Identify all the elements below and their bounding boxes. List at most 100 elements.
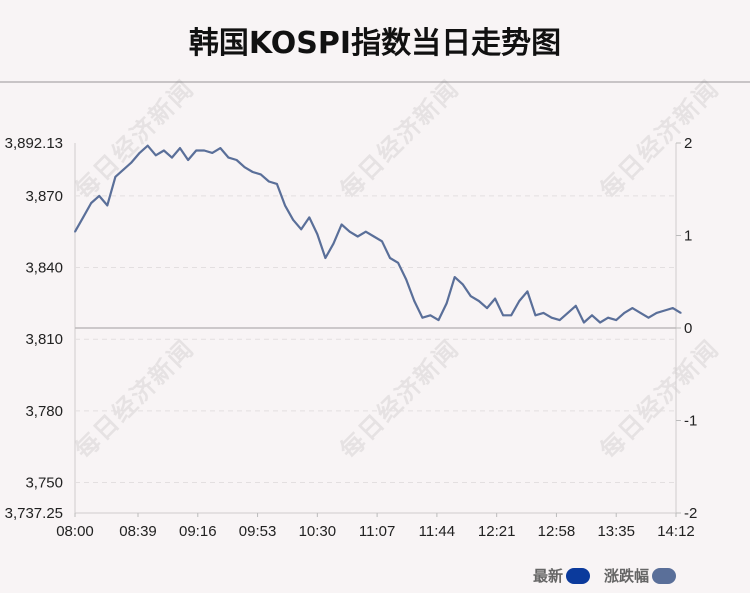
data-point [397,261,399,264]
data-point [243,166,246,169]
data-point [356,235,359,238]
data-point [574,304,577,307]
data-point [558,319,561,321]
data-point [74,230,76,233]
data-point [583,321,585,324]
y-tick-label-right: -2 [684,505,697,522]
data-point [340,223,343,226]
data-point [599,321,601,324]
data-point [405,278,408,281]
x-tick-label: 14:12 [657,523,695,540]
data-point [502,314,504,317]
data-point [639,312,642,314]
data-point [292,218,294,221]
data-point [566,312,569,314]
data-point [671,307,674,309]
data-point [445,302,448,305]
chart-title: 韩国KOSPI指数当日走势图 [188,26,562,61]
y-tick-label-left: 3,810 [25,331,63,348]
legend-item-latest[interactable]: 最新 [533,565,591,586]
data-point [679,312,682,314]
data-point [138,152,141,154]
x-tick-label: 12:21 [478,523,516,540]
data-point [550,316,553,319]
data-point [268,180,270,183]
x-tick-label: 12:58 [538,523,576,540]
data-point [219,147,222,150]
data-point [259,173,262,176]
y-tick-label-right: 2 [684,135,692,152]
data-point [655,312,658,314]
data-point [130,161,133,164]
x-tick-label: 09:16 [179,523,217,540]
data-point [647,316,650,319]
data-point [122,168,125,171]
data-point [486,307,488,309]
data-point [195,149,198,152]
data-point [453,276,456,278]
data-point [324,257,327,259]
data-point [276,183,278,185]
data-point [348,230,351,233]
data-point [469,295,472,298]
data-point [284,204,286,207]
x-tick-label: 10:30 [299,523,337,540]
data-point [251,171,254,173]
data-point [478,300,480,302]
x-tick-label: 08:39 [119,523,157,540]
legend-label-change: 涨跌幅 [604,567,650,585]
data-point [187,159,190,161]
data-point [179,147,181,150]
data-point [429,314,432,317]
data-point [114,175,117,178]
y-tick-label-left: 3,892.13 [5,135,63,152]
legend: 最新 涨跌幅 [533,565,690,586]
data-point [106,204,109,207]
y-tick-label-right: -1 [684,413,697,430]
data-point [316,233,319,236]
legend-swatch-latest [566,567,591,584]
data-point [154,154,157,157]
legend-label-latest: 最新 [533,567,564,585]
x-tick-label: 13:35 [597,523,635,540]
data-point [98,195,101,197]
y-tick-label-left: 3,840 [25,260,63,277]
data-point [203,149,206,152]
data-point [373,235,375,238]
data-point [227,156,230,159]
legend-item-change[interactable]: 涨跌幅 [604,565,677,586]
x-tick-label: 09:53 [239,523,277,540]
y-tick-label-right: 0 [684,320,692,337]
data-point [607,316,609,319]
data-point [300,228,303,231]
data-point [631,307,634,309]
data-point [615,319,618,321]
data-point [494,297,496,300]
data-point [542,312,545,314]
data-point [421,316,424,319]
y-tick-label-left: 3,737.25 [5,505,63,522]
data-point [413,300,416,302]
data-point [364,230,367,233]
data-point [211,152,214,154]
data-point [591,314,593,317]
data-point [90,202,93,204]
y-tick-label-left: 3,780 [25,403,63,420]
series-line [74,144,682,324]
data-point [510,314,513,317]
data-point [623,312,626,314]
data-point [82,216,84,219]
data-point [534,314,537,317]
x-tick-label: 08:00 [56,523,94,540]
y-tick-label-left: 3,870 [25,188,63,205]
data-point [381,240,383,243]
legend-swatch-change [652,567,677,584]
data-point [518,300,521,302]
data-point [308,216,311,219]
data-point [146,144,149,147]
data-point [437,319,440,321]
x-tick-label: 11:44 [419,523,455,540]
data-point [663,309,666,312]
data-point [163,149,165,152]
